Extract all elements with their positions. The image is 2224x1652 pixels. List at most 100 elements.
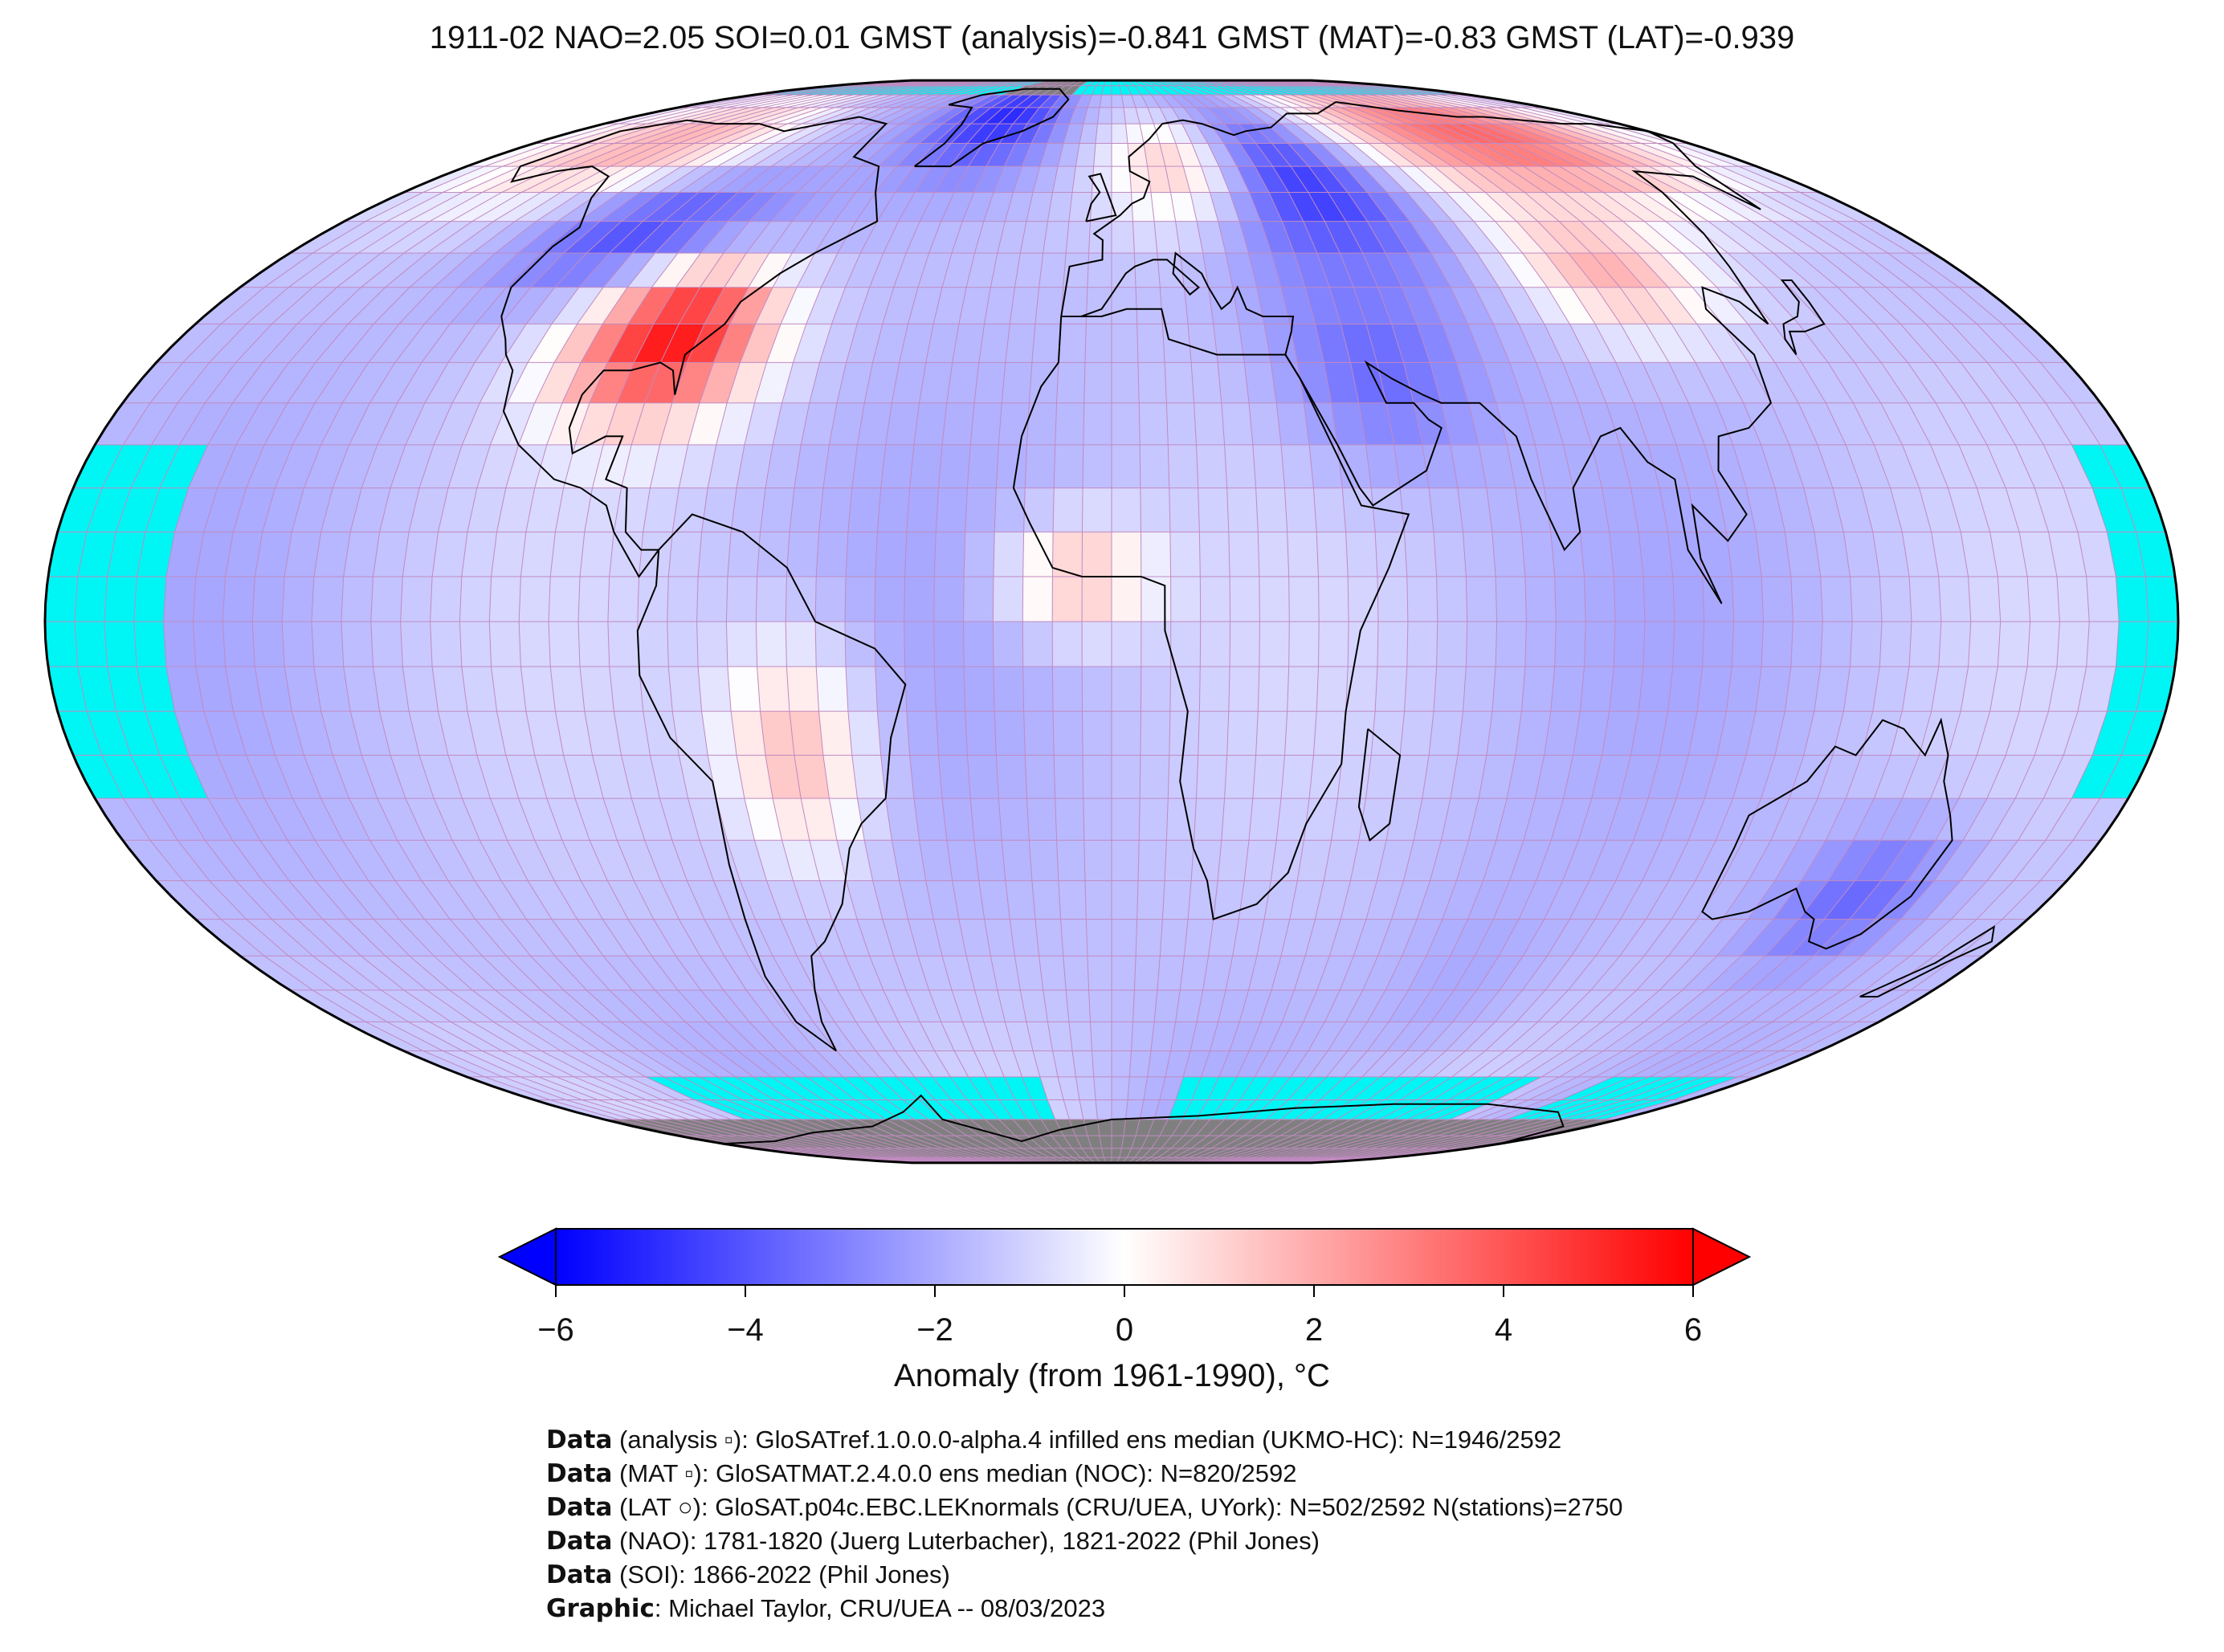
grid-cell [662, 124, 732, 144]
grid-cell [1544, 1022, 1602, 1051]
grid-cell [195, 532, 234, 577]
grid-cell [1287, 667, 1319, 712]
grid-cell [1135, 1148, 1152, 1158]
grid-cell [1930, 755, 1977, 799]
grid-cell [1441, 798, 1479, 841]
grid-cell [650, 444, 688, 488]
grid-cell [1075, 1136, 1092, 1148]
grid-cell [1168, 444, 1198, 488]
grid-cell [696, 622, 728, 667]
grid-cell [1140, 487, 1170, 532]
grid-cell [1134, 253, 1161, 288]
grid-cell [1846, 444, 1891, 488]
grid-cell [1331, 402, 1366, 445]
grid-cell [581, 324, 628, 363]
grid-cell [1308, 192, 1346, 222]
grid-cell [1251, 1136, 1293, 1148]
grid-cell [1403, 362, 1442, 403]
grid-cell [869, 253, 907, 288]
grid-cell [963, 577, 994, 622]
grid-cell [262, 711, 304, 756]
grid-cell [621, 444, 660, 488]
grid-cell [1026, 798, 1057, 841]
grid-cell [1153, 1099, 1176, 1120]
grid-cell [1053, 711, 1083, 756]
grid-cell [1131, 1022, 1155, 1051]
grid-cell [900, 1119, 943, 1136]
grid-cell [925, 880, 959, 920]
grid-cell [1175, 1076, 1202, 1100]
grid-cell [1353, 107, 1408, 124]
grid-cell [373, 532, 410, 577]
grid-cell [505, 444, 547, 488]
grid-cell [1051, 1136, 1072, 1148]
grid-cell [271, 287, 337, 324]
grid-cell [1682, 956, 1741, 990]
grid-cell [639, 166, 700, 193]
grid-cell [740, 880, 781, 920]
grid-cell [1430, 253, 1475, 288]
grid-cell [1404, 667, 1437, 712]
grid-cell [857, 287, 894, 324]
grid-cell [484, 143, 566, 167]
grid-cell [899, 880, 934, 920]
grid-cell [1079, 1099, 1098, 1120]
grid-cell [979, 1136, 1013, 1148]
grid-cell [871, 107, 919, 124]
grid-cell [893, 956, 929, 990]
grid-cell [2043, 755, 2093, 799]
grid-cell [681, 143, 743, 167]
grid-cell [773, 253, 815, 288]
grid-cell [816, 667, 848, 712]
grid-cell [1093, 143, 1112, 167]
grid-cell [1648, 444, 1689, 488]
grid-cell [1573, 711, 1610, 756]
grid-cell [1684, 166, 1761, 193]
grid-cell [496, 711, 535, 756]
grid-cell [506, 956, 564, 990]
grid-cell [1362, 166, 1407, 193]
grid-cell [781, 287, 822, 324]
grid-cell [434, 798, 480, 841]
grid-cell [1316, 667, 1349, 712]
grid-cell [1358, 798, 1394, 841]
grid-cell [554, 253, 610, 288]
grid-cell [1780, 192, 1858, 222]
grid-cell [1063, 124, 1083, 144]
grid-cell [526, 287, 579, 324]
grid-cell [914, 1076, 952, 1100]
grid-cell [1272, 1050, 1308, 1077]
grid-cell [1240, 1136, 1281, 1148]
grid-cell [1722, 362, 1771, 403]
grid-cell [493, 1022, 561, 1051]
grid-cell [287, 362, 342, 403]
grid-cell [1092, 1148, 1104, 1158]
grid-cell [1068, 1022, 1092, 1051]
grid-cell [818, 711, 852, 756]
grid-cell [1577, 1076, 1650, 1100]
grid-cell [942, 1119, 979, 1136]
grid-cell [1773, 956, 1838, 990]
grid-cell [1961, 362, 2018, 403]
grid-cell [1583, 192, 1645, 222]
grid-cell [663, 1022, 719, 1051]
grid-cell [1082, 711, 1112, 756]
grid-cell [450, 919, 507, 957]
grid-cell [1948, 711, 1990, 756]
grid-cell [1659, 487, 1698, 532]
grid-cell [1139, 1157, 1158, 1163]
grid-cell [289, 989, 366, 1022]
grid-cell [518, 221, 579, 254]
grid-cell [685, 1022, 738, 1051]
grid-cell [1595, 1050, 1663, 1077]
grid-cell [1464, 1076, 1524, 1100]
grid-cell [942, 1148, 988, 1158]
grid-cell [660, 1119, 738, 1136]
grid-cell [430, 622, 462, 667]
grid-cell [1023, 711, 1055, 756]
grid-cell [1039, 956, 1067, 990]
grid-cell [550, 667, 585, 712]
grid-cell [1798, 798, 1847, 841]
grid-cell [1401, 1119, 1464, 1136]
grid-cell [1350, 840, 1386, 881]
